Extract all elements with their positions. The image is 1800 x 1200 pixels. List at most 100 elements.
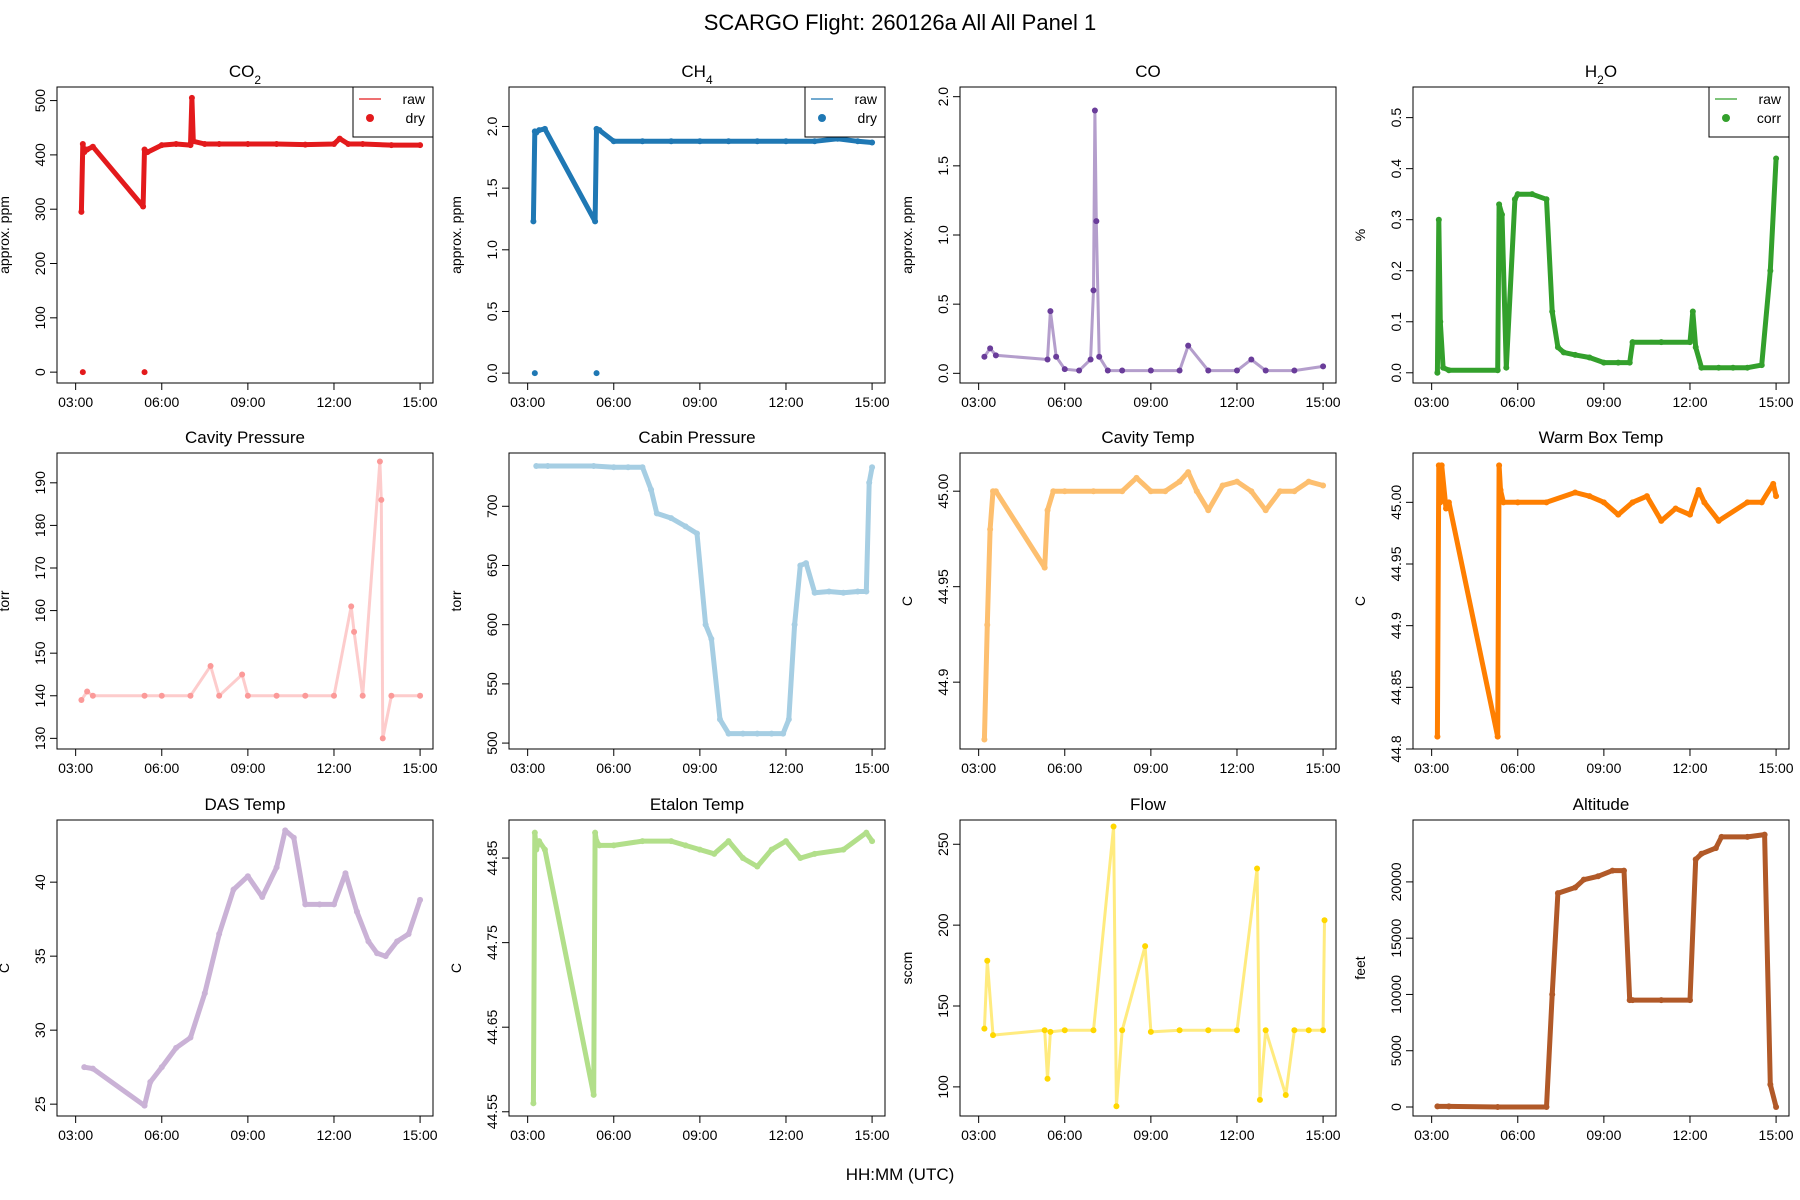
x-tick-label: 09:00 [1133, 1127, 1168, 1143]
plot-frame [1412, 86, 1790, 384]
data-point [1586, 493, 1593, 500]
plot-frame [508, 819, 886, 1117]
plot-frame [1412, 819, 1790, 1117]
x-tick-label: 06:00 [1047, 760, 1082, 776]
data-point [1321, 917, 1328, 924]
data-point [811, 850, 818, 857]
data-point [1041, 564, 1048, 571]
x-tick-label: 06:00 [1047, 1127, 1082, 1143]
data-point [1686, 511, 1693, 518]
x-tick-label: 06:00 [1500, 394, 1535, 410]
y-tick-label: 700 [484, 494, 500, 518]
figure-title: SCARGO Flight: 260126a All All Panel 1 [703, 10, 1097, 35]
data-point [1686, 339, 1693, 346]
outlier-point [141, 369, 148, 376]
data-point [1291, 367, 1298, 374]
x-tick-label: 09:00 [1133, 760, 1168, 776]
data-point [417, 142, 424, 149]
data-point [1494, 733, 1501, 740]
panel-title: Altitude [1573, 795, 1630, 814]
data-point [648, 486, 655, 493]
data-point [336, 135, 343, 142]
data-point [533, 846, 540, 853]
data-point [530, 1100, 537, 1107]
data-point [990, 1032, 997, 1039]
data-point [984, 621, 991, 628]
data-point [1119, 1027, 1126, 1034]
data-point [754, 863, 761, 870]
data-point [1549, 991, 1556, 998]
data-point [201, 990, 208, 997]
panel-h2o: H2O% 0.0 0.1 0.2 0.3 0.4 0.5 03:00 06:00 09:00 12:… [1352, 62, 1794, 410]
x-tick-label: 09:00 [682, 394, 717, 410]
data-point [290, 834, 297, 841]
data-point [1041, 1027, 1048, 1034]
legend-box [804, 86, 886, 138]
x-tick-label: 12:00 [1672, 1127, 1707, 1143]
x-tick-label: 06:00 [1500, 1127, 1535, 1143]
panel-cavity_temp: Cavity Temp C 44.9 44.95 45.00 03:00 06:00 09:0… [899, 428, 1341, 776]
data-point [1586, 354, 1593, 361]
data-point [590, 463, 597, 470]
panel-das_temp: DAS Temp C 25 30 35 40 03:00 06:00 09:00 12:00 15:… [0, 795, 438, 1143]
data-point [1758, 362, 1765, 369]
data-point [1689, 308, 1696, 315]
data-point [1744, 833, 1751, 840]
data-point [639, 138, 646, 145]
data-point [826, 588, 833, 595]
y-tick-label: 1.5 [484, 178, 500, 198]
data-point [1715, 364, 1722, 371]
data-point [1600, 499, 1607, 506]
data-point [1744, 364, 1751, 371]
data-point [610, 464, 617, 471]
data-point [1119, 367, 1126, 374]
data-point [1438, 462, 1445, 469]
plot-frame [56, 819, 434, 1117]
x-tick-label: 12:00 [1219, 394, 1254, 410]
legend-box [352, 86, 434, 138]
x-tick-label: 12:00 [768, 760, 803, 776]
data-point [797, 855, 804, 862]
y-tick-label: 44.8 [1388, 735, 1404, 762]
data-point [1185, 342, 1192, 349]
y-tick-label: 400 [32, 143, 48, 167]
data-point [1496, 201, 1503, 208]
y-tick-label: 44.85 [1388, 670, 1404, 705]
x-tick-label: 03:00 [510, 760, 545, 776]
x-tick-label: 15:00 [1306, 1127, 1341, 1143]
data-point [147, 1078, 154, 1085]
data-point [682, 842, 689, 849]
data-point [1050, 488, 1057, 495]
data-point [1773, 493, 1780, 500]
data-point [84, 688, 91, 695]
y-tick-label: 0.0 [484, 363, 500, 383]
data-point [1615, 359, 1622, 366]
legend-label: raw [1758, 91, 1781, 107]
x-tick-label: 09:00 [230, 394, 265, 410]
data-point [725, 138, 732, 145]
data-point [590, 1091, 597, 1098]
data-point [1511, 196, 1518, 203]
y-tick-label: 0.5 [935, 294, 951, 314]
data-point [188, 94, 195, 101]
data-point [230, 886, 237, 893]
data-point [981, 353, 988, 360]
data-point [530, 218, 537, 225]
data-point [639, 464, 646, 471]
data-point [739, 855, 746, 862]
data-point [768, 730, 775, 737]
data-point [863, 588, 870, 595]
legend-box [1708, 86, 1790, 138]
y-tick-label: 35 [32, 948, 48, 964]
y-tick-label: 130 [32, 726, 48, 750]
data-point [1529, 191, 1536, 198]
data-point [541, 125, 548, 132]
x-tick-label: 15:00 [403, 1127, 438, 1143]
data-point [351, 628, 358, 635]
y-tick-label: 550 [484, 672, 500, 696]
data-point [1076, 367, 1083, 374]
x-tick-label: 06:00 [144, 394, 179, 410]
data-point [1434, 733, 1441, 740]
x-tick-label: 06:00 [596, 394, 631, 410]
data-point [388, 692, 395, 699]
